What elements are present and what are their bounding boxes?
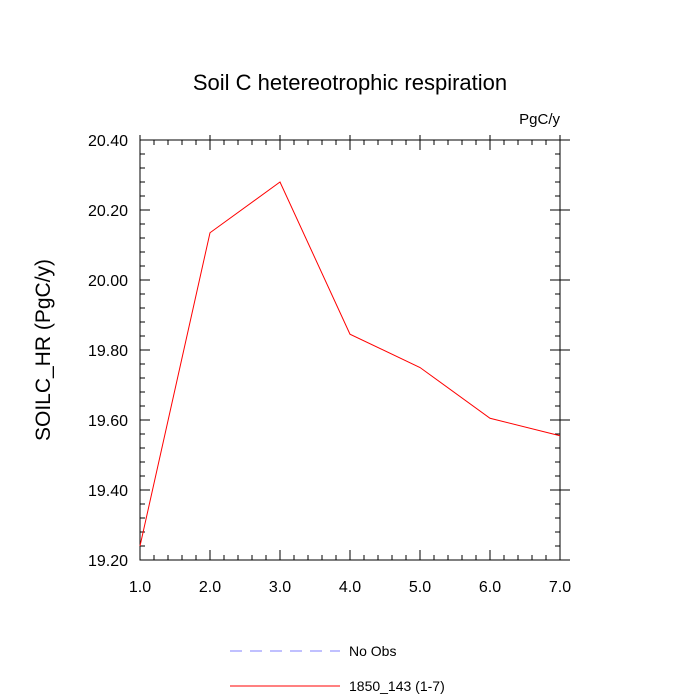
axis-ticks bbox=[139, 135, 570, 561]
chart-title: Soil C hetereotrophic respiration bbox=[193, 70, 507, 95]
y-tick-label: 19.80 bbox=[88, 343, 128, 360]
x-tick-label: 6.0 bbox=[479, 579, 501, 596]
units-label: PgC/y bbox=[519, 111, 560, 128]
y-tick-label: 19.20 bbox=[88, 553, 128, 570]
x-tick-label: 3.0 bbox=[269, 579, 291, 596]
y-tick-label: 20.00 bbox=[88, 273, 128, 290]
y-tick-label: 20.40 bbox=[88, 133, 128, 150]
y-tick-label: 19.60 bbox=[88, 413, 128, 430]
series-lines bbox=[139, 181, 561, 547]
x-tick-label: 2.0 bbox=[199, 579, 221, 596]
y-tick-label: 19.40 bbox=[88, 483, 128, 500]
x-tick-label: 7.0 bbox=[549, 579, 571, 596]
x-tick-label: 1.0 bbox=[129, 579, 151, 596]
plot-frame bbox=[139, 139, 561, 561]
y-axis-label: SOILC_HR (PgC/y) bbox=[32, 259, 55, 441]
x-tick-label: 5.0 bbox=[409, 579, 431, 596]
y-tick-label: 20.20 bbox=[88, 203, 128, 220]
legend-label-0: No Obs bbox=[349, 643, 396, 659]
series-line-1 bbox=[139, 181, 561, 547]
legend-label-1: 1850_143 (1-7) bbox=[349, 678, 445, 694]
tick-labels: 1.0 2.0 3.0 4.0 5.0 6.0 7.0 19.20 19.40 19.60 19.8… bbox=[88, 133, 571, 596]
legend: No Obs 1850_143 (1-7) bbox=[230, 643, 445, 694]
x-tick-label: 4.0 bbox=[339, 579, 361, 596]
